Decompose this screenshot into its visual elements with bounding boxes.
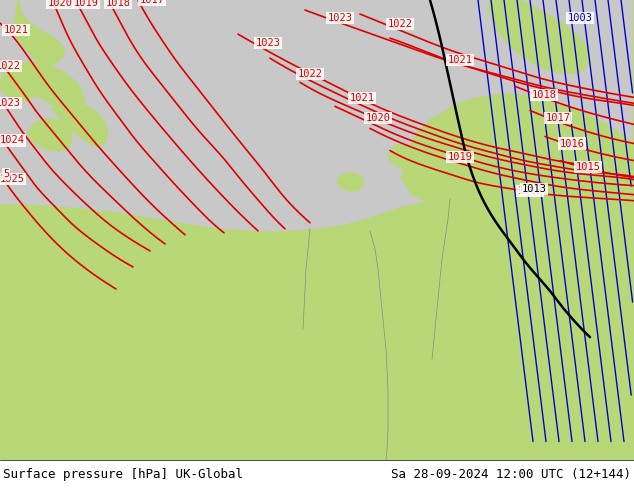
Text: 1023: 1023: [328, 13, 353, 23]
Text: 1025: 1025: [0, 173, 25, 184]
Text: 1003: 1003: [567, 13, 593, 23]
Text: 1015: 1015: [576, 162, 600, 172]
Text: 1020: 1020: [48, 0, 72, 8]
Text: 1020: 1020: [365, 113, 391, 123]
Text: 1018: 1018: [531, 90, 557, 100]
Text: 1022: 1022: [0, 61, 20, 71]
Text: 1023: 1023: [0, 98, 20, 108]
Text: 1018: 1018: [517, 186, 543, 196]
Text: 1016: 1016: [559, 139, 585, 148]
Polygon shape: [337, 172, 364, 191]
Polygon shape: [52, 102, 108, 147]
Text: 1021: 1021: [4, 25, 29, 35]
Polygon shape: [388, 144, 416, 169]
Text: 1021: 1021: [349, 94, 375, 103]
Text: 1021: 1021: [448, 55, 472, 65]
Text: 1022: 1022: [387, 19, 413, 29]
Text: 1017: 1017: [139, 0, 164, 5]
Text: 1013: 1013: [522, 184, 547, 194]
Text: 1024: 1024: [0, 136, 25, 146]
Polygon shape: [400, 0, 634, 224]
Text: 5: 5: [3, 169, 9, 179]
Text: 1019: 1019: [74, 0, 98, 8]
Text: 1018: 1018: [105, 0, 131, 8]
Text: 1023: 1023: [256, 38, 280, 48]
Polygon shape: [488, 0, 590, 74]
Polygon shape: [14, 0, 65, 66]
Polygon shape: [0, 0, 450, 231]
Text: Sa 28-09-2024 12:00 UTC (12+144): Sa 28-09-2024 12:00 UTC (12+144): [391, 468, 631, 481]
Text: 1022: 1022: [297, 69, 323, 79]
Polygon shape: [0, 64, 40, 100]
Polygon shape: [28, 119, 72, 150]
Text: 1017: 1017: [545, 113, 571, 123]
Polygon shape: [15, 61, 85, 110]
Polygon shape: [0, 196, 634, 460]
Text: 1019: 1019: [448, 151, 472, 162]
Text: Surface pressure [hPa] UK-Global: Surface pressure [hPa] UK-Global: [3, 468, 243, 481]
